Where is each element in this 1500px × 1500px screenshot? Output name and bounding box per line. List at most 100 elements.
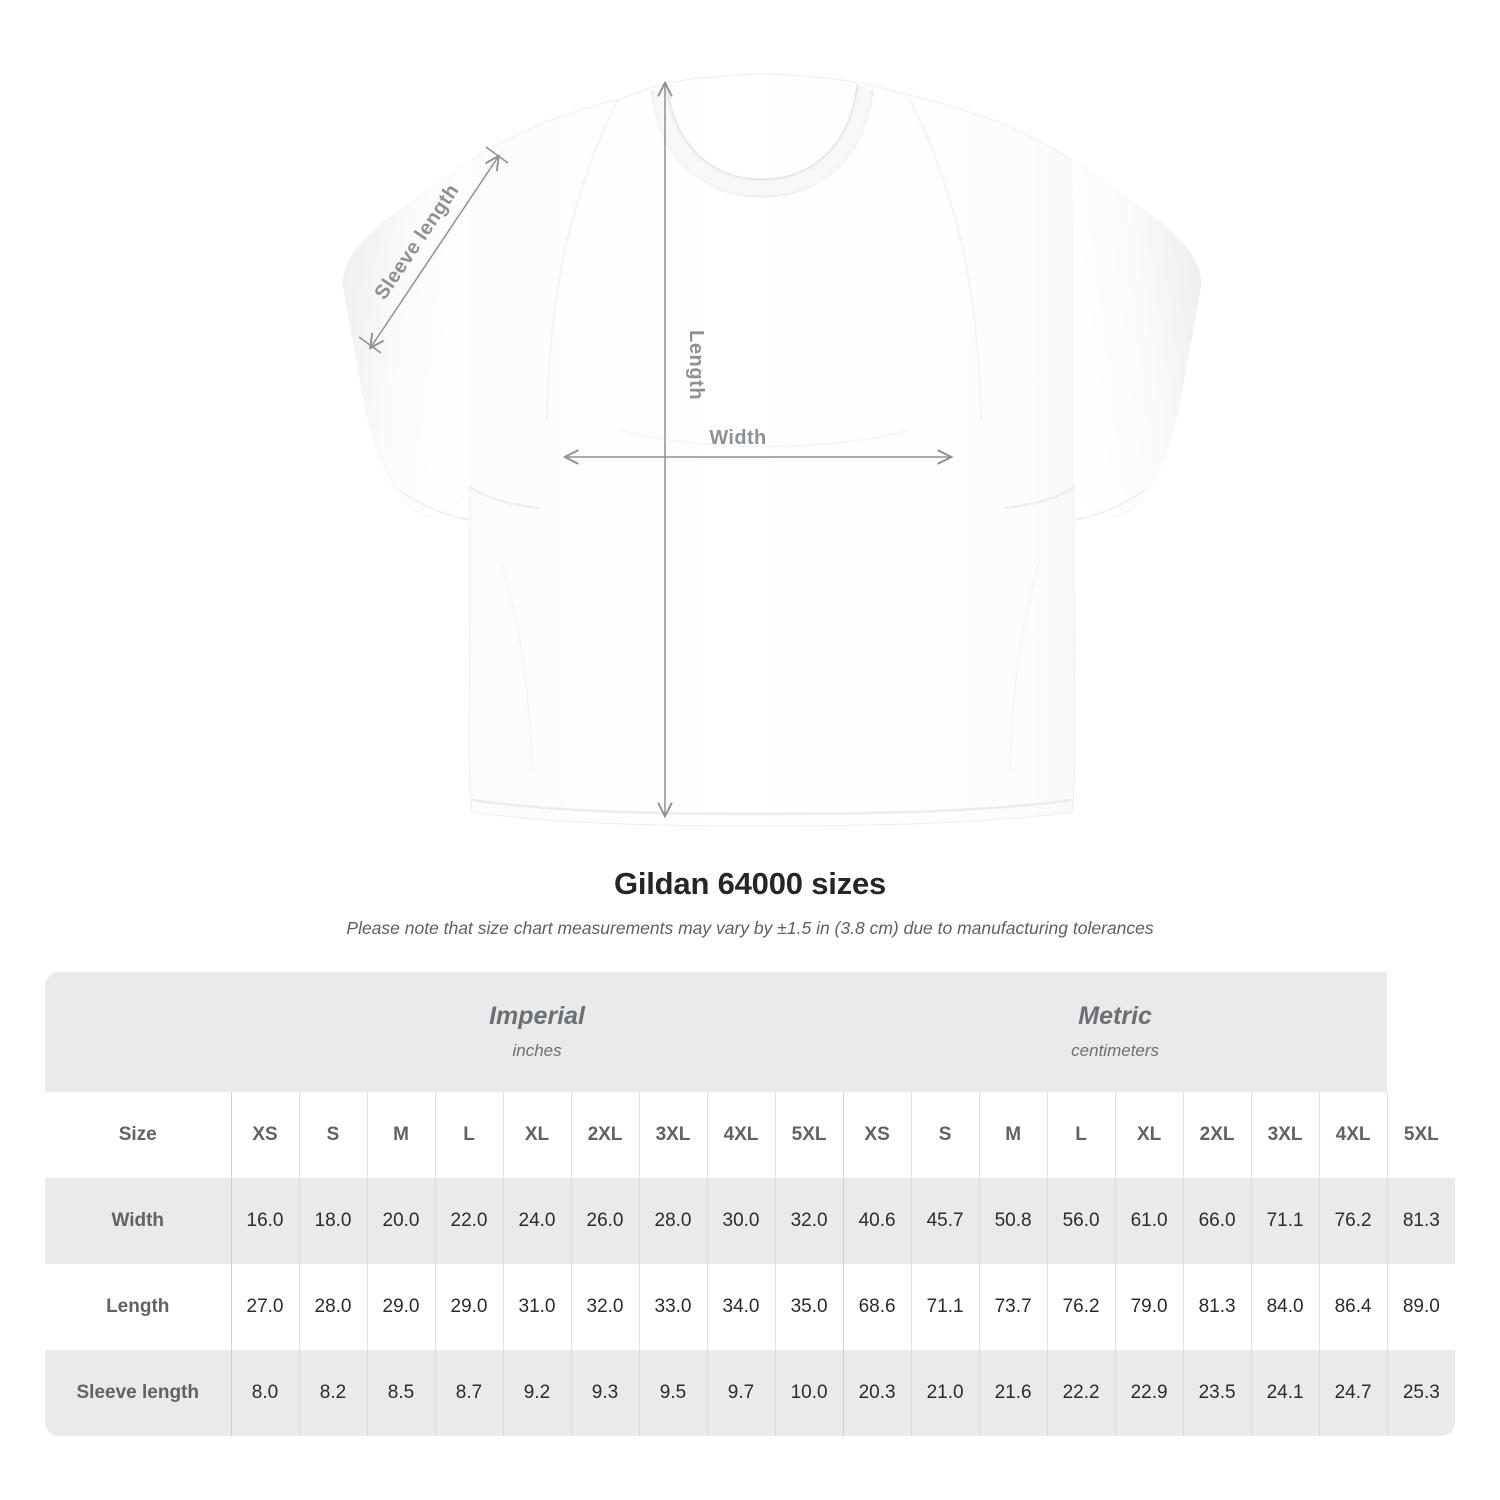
sizehead-imperial-s: S	[298, 1092, 367, 1178]
width-metric-2xl: 66.0	[1182, 1178, 1252, 1264]
length-metric-xs: 68.6	[842, 1264, 912, 1350]
length-metric-s: 71.1	[910, 1264, 980, 1350]
width-imperial-xs: 16.0	[230, 1178, 299, 1264]
sizehead-imperial-l: L	[434, 1092, 503, 1178]
size-table: Imperial inches Metric centimeters Size …	[45, 972, 1455, 1436]
sleeve-imperial-m: 8.5	[366, 1350, 435, 1436]
rowlabel-width: Width	[45, 1178, 231, 1264]
table-row-length: Length 27.0 28.0 29.0 29.0 31.0 32.0 33.…	[45, 1264, 1455, 1350]
length-imperial-m: 29.0	[366, 1264, 435, 1350]
sleeve-length-arrow	[371, 157, 498, 347]
sizehead-metric-5xl: 5XL	[1386, 1092, 1455, 1178]
length-metric-4xl: 86.4	[1318, 1264, 1388, 1350]
width-metric-m: 50.8	[978, 1178, 1048, 1264]
width-imperial-4xl: 30.0	[706, 1178, 775, 1264]
rowlabel-sleeve-length: Sleeve length	[45, 1350, 231, 1436]
sleeve-metric-2xl: 23.5	[1182, 1350, 1252, 1436]
width-metric-s: 45.7	[910, 1178, 980, 1264]
width-imperial-2xl: 26.0	[570, 1178, 639, 1264]
sleeve-imperial-xs: 8.0	[230, 1350, 299, 1436]
sizehead-metric-xl: XL	[1114, 1092, 1184, 1178]
imperial-sub: inches	[512, 1040, 562, 1060]
width-imperial-m: 20.0	[366, 1178, 435, 1264]
width-imperial-s: 18.0	[298, 1178, 367, 1264]
sleeve-metric-l: 22.2	[1046, 1350, 1116, 1436]
sizehead-metric-l: L	[1046, 1092, 1116, 1178]
length-metric-2xl: 81.3	[1182, 1264, 1252, 1350]
unit-section-imperial: Imperial inches	[231, 972, 844, 1092]
length-imperial-s: 28.0	[298, 1264, 367, 1350]
sizehead-metric-2xl: 2XL	[1182, 1092, 1252, 1178]
width-metric-3xl: 71.1	[1250, 1178, 1320, 1264]
page-subtitle: Please note that size chart measurements…	[346, 918, 1154, 938]
width-metric-l: 56.0	[1046, 1178, 1116, 1264]
table-row-sleeve-length: Sleeve length 8.0 8.2 8.5 8.7 9.2 9.3 9.…	[45, 1350, 1455, 1436]
sleeve-imperial-3xl: 9.5	[638, 1350, 707, 1436]
page-title: Gildan 64000 sizes	[613, 866, 887, 901]
size-header-row: Size XS S M L XL 2XL 3XL 4XL 5XL XS S M …	[45, 1092, 1455, 1178]
sizehead-metric-m: M	[978, 1092, 1048, 1178]
length-metric-l: 76.2	[1046, 1264, 1116, 1350]
imperial-name: Imperial	[489, 1002, 585, 1031]
sleeve-metric-s: 21.0	[910, 1350, 980, 1436]
length-imperial-4xl: 34.0	[706, 1264, 775, 1350]
sleeve-metric-5xl: 25.3	[1386, 1350, 1455, 1436]
sizehead-imperial-xs: XS	[230, 1092, 299, 1178]
length-imperial-xs: 27.0	[230, 1264, 299, 1350]
size-row-label: Size	[118, 1124, 157, 1145]
title-block: Gildan 64000 sizes Please note that size…	[0, 866, 1500, 939]
width-annotation: Width	[566, 427, 950, 457]
width-metric-xs: 40.6	[842, 1178, 912, 1264]
width-metric-4xl: 76.2	[1318, 1178, 1388, 1264]
metric-sub: centimeters	[1071, 1040, 1160, 1060]
length-label: Length	[685, 330, 707, 400]
rowlabel-length: Length	[45, 1264, 231, 1350]
tshirt-diagram-svg: Length Width Sleeve length	[342, 73, 1202, 827]
size-table-container: Imperial inches Metric centimeters Size …	[45, 972, 1455, 1436]
unit-heading-row: Imperial inches Metric centimeters	[45, 972, 1455, 1092]
sleeve-metric-xs: 20.3	[842, 1350, 912, 1436]
sleeve-metric-4xl: 24.7	[1318, 1350, 1388, 1436]
length-metric-5xl: 89.0	[1386, 1264, 1455, 1350]
sleeve-imperial-4xl: 9.7	[706, 1350, 775, 1436]
sleeve-imperial-5xl: 10.0	[774, 1350, 844, 1436]
length-imperial-l: 29.0	[434, 1264, 503, 1350]
sizehead-metric-xs: XS	[842, 1092, 912, 1178]
sleeve-imperial-s: 8.2	[298, 1350, 367, 1436]
width-metric-xl: 61.0	[1114, 1178, 1184, 1264]
sizehead-imperial-2xl: 2XL	[570, 1092, 639, 1178]
sleeve-imperial-l: 8.7	[434, 1350, 503, 1436]
unit-heading-spacer	[45, 972, 231, 1092]
sizehead-metric-s: S	[910, 1092, 980, 1178]
sizehead-imperial-5xl: 5XL	[774, 1092, 844, 1178]
sizehead-imperial-4xl: 4XL	[706, 1092, 775, 1178]
tshirt-illustration: Length Width Sleeve length	[342, 73, 1202, 827]
length-imperial-3xl: 33.0	[638, 1264, 707, 1350]
sizehead-imperial-xl: XL	[502, 1092, 571, 1178]
width-imperial-5xl: 32.0	[774, 1178, 844, 1264]
table-row-width: Width 16.0 18.0 20.0 22.0 24.0 26.0 28.0…	[45, 1178, 1455, 1264]
width-label: Width	[709, 427, 766, 449]
length-imperial-5xl: 35.0	[774, 1264, 844, 1350]
length-metric-m: 73.7	[978, 1264, 1048, 1350]
sleeve-metric-3xl: 24.1	[1250, 1350, 1320, 1436]
metric-name: Metric	[1078, 1002, 1152, 1031]
sizehead-imperial-3xl: 3XL	[638, 1092, 707, 1178]
width-imperial-l: 22.0	[434, 1178, 503, 1264]
length-metric-3xl: 84.0	[1250, 1264, 1320, 1350]
sizehead-metric-4xl: 4XL	[1318, 1092, 1388, 1178]
shirt-silhouette	[342, 73, 1202, 827]
length-metric-xl: 79.0	[1114, 1264, 1184, 1350]
sleeve-imperial-2xl: 9.3	[570, 1350, 639, 1436]
sleeve-metric-m: 21.6	[978, 1350, 1048, 1436]
width-metric-5xl: 81.3	[1386, 1178, 1455, 1264]
width-imperial-xl: 24.0	[502, 1178, 571, 1264]
sleeve-imperial-xl: 9.2	[502, 1350, 571, 1436]
sizehead-metric-3xl: 3XL	[1250, 1092, 1320, 1178]
sizehead-imperial-m: M	[366, 1092, 435, 1178]
unit-section-metric: Metric centimeters	[843, 972, 1388, 1092]
width-imperial-3xl: 28.0	[638, 1178, 707, 1264]
sleeve-metric-xl: 22.9	[1114, 1350, 1184, 1436]
length-imperial-xl: 31.0	[502, 1264, 571, 1350]
